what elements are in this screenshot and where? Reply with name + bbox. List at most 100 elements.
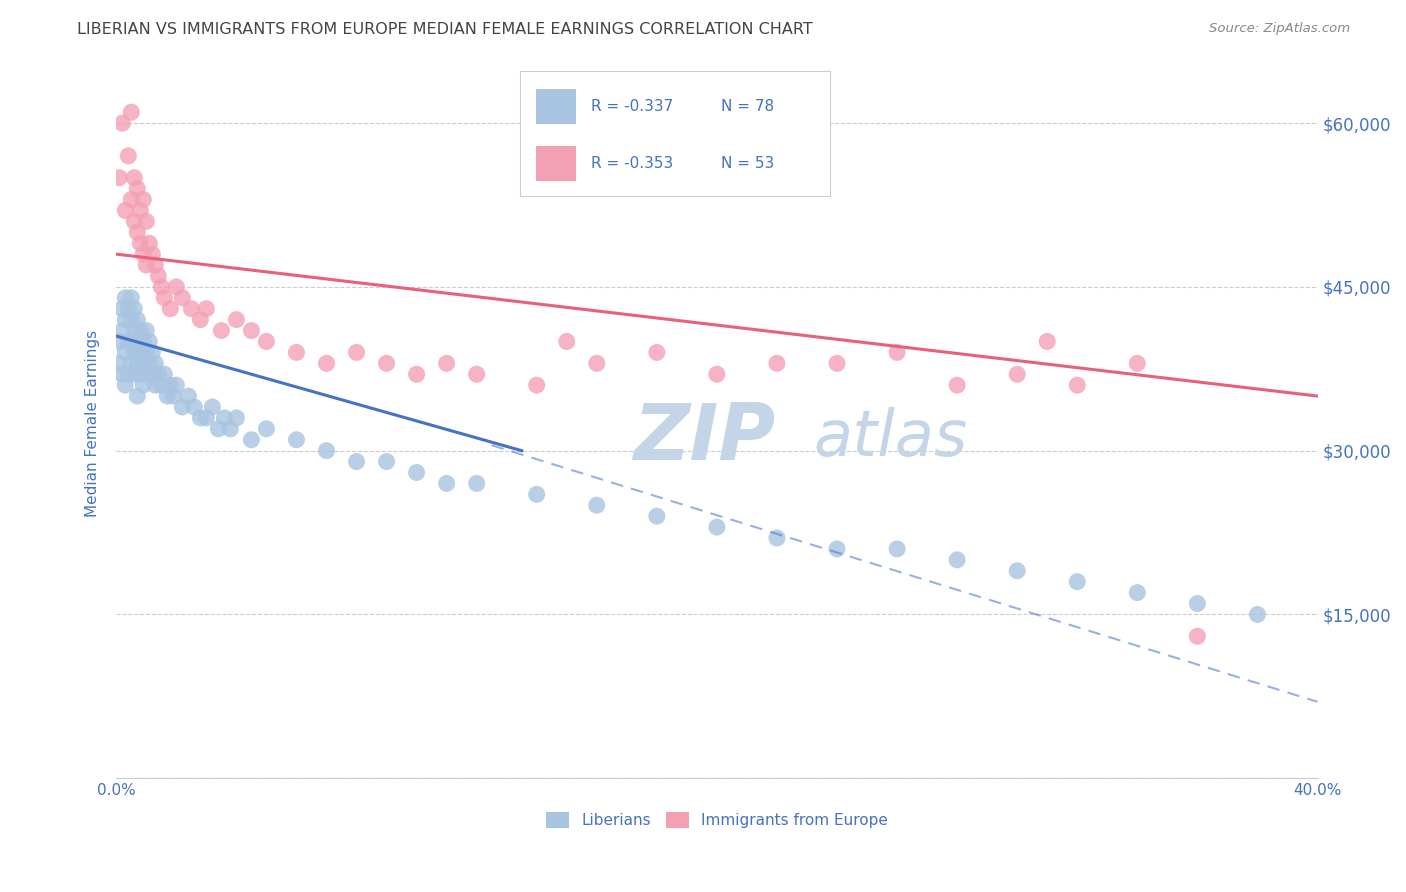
Point <box>1126 585 1149 599</box>
Point <box>127 225 149 239</box>
Point <box>117 149 139 163</box>
Point <box>1187 597 1209 611</box>
Point <box>177 389 200 403</box>
Point <box>465 368 488 382</box>
Point <box>138 334 160 349</box>
Point <box>555 334 578 349</box>
Point <box>114 345 136 359</box>
Point <box>585 356 607 370</box>
Point <box>285 345 308 359</box>
Point <box>225 411 247 425</box>
Point <box>124 301 146 316</box>
Point <box>114 312 136 326</box>
Point <box>120 312 142 326</box>
Text: N = 78: N = 78 <box>721 99 775 114</box>
Point <box>141 247 163 261</box>
Point <box>153 291 176 305</box>
Point <box>124 368 146 382</box>
Point <box>124 214 146 228</box>
Point <box>766 356 789 370</box>
Point <box>124 324 146 338</box>
Point <box>132 378 155 392</box>
Point <box>1126 356 1149 370</box>
Point <box>120 334 142 349</box>
Text: R = -0.337: R = -0.337 <box>592 99 673 114</box>
Text: LIBERIAN VS IMMIGRANTS FROM EUROPE MEDIAN FEMALE EARNINGS CORRELATION CHART: LIBERIAN VS IMMIGRANTS FROM EUROPE MEDIA… <box>77 22 813 37</box>
Point <box>159 378 181 392</box>
Point <box>465 476 488 491</box>
Point <box>195 411 218 425</box>
Point <box>1187 629 1209 643</box>
Point <box>886 541 908 556</box>
Point <box>706 368 728 382</box>
Point <box>183 400 205 414</box>
Point <box>346 454 368 468</box>
Point <box>127 334 149 349</box>
Point <box>219 422 242 436</box>
Point <box>111 301 134 316</box>
Point <box>127 389 149 403</box>
Point <box>375 356 398 370</box>
Point <box>143 356 166 370</box>
Point <box>117 368 139 382</box>
Point <box>254 334 277 349</box>
Point <box>526 487 548 501</box>
Point <box>285 433 308 447</box>
Point <box>195 301 218 316</box>
Point <box>141 368 163 382</box>
Point <box>706 520 728 534</box>
Point <box>129 324 152 338</box>
Point <box>946 553 969 567</box>
Point <box>172 400 194 414</box>
Point <box>120 291 142 305</box>
Point <box>315 356 337 370</box>
Point <box>225 312 247 326</box>
Point <box>135 368 157 382</box>
Point <box>159 301 181 316</box>
Point <box>436 476 458 491</box>
Point <box>346 345 368 359</box>
Text: N = 53: N = 53 <box>721 156 775 171</box>
Point <box>825 541 848 556</box>
Point <box>124 345 146 359</box>
Point <box>153 368 176 382</box>
Point <box>148 368 170 382</box>
Text: Source: ZipAtlas.com: Source: ZipAtlas.com <box>1209 22 1350 36</box>
Point <box>375 454 398 468</box>
Point <box>148 268 170 283</box>
Point <box>135 345 157 359</box>
Point <box>165 378 187 392</box>
Point <box>1036 334 1059 349</box>
Point <box>111 116 134 130</box>
Point <box>143 378 166 392</box>
Point <box>129 236 152 251</box>
Point <box>946 378 969 392</box>
Point <box>436 356 458 370</box>
Point <box>111 324 134 338</box>
Point <box>240 324 263 338</box>
Point <box>172 291 194 305</box>
FancyBboxPatch shape <box>536 146 576 181</box>
Point <box>201 400 224 414</box>
Point <box>207 422 229 436</box>
Point <box>108 334 131 349</box>
Point <box>1246 607 1268 622</box>
Point <box>120 105 142 120</box>
Point <box>135 214 157 228</box>
Point <box>108 170 131 185</box>
Point <box>120 193 142 207</box>
Point <box>886 345 908 359</box>
Point <box>405 368 427 382</box>
Point <box>127 181 149 195</box>
Point <box>766 531 789 545</box>
Point <box>190 312 212 326</box>
Point <box>190 411 212 425</box>
Point <box>156 389 179 403</box>
Point <box>1005 564 1028 578</box>
Point <box>124 170 146 185</box>
Point <box>645 345 668 359</box>
Point <box>645 509 668 524</box>
Text: atlas: atlas <box>813 407 967 468</box>
Point <box>405 466 427 480</box>
Point <box>1066 378 1088 392</box>
